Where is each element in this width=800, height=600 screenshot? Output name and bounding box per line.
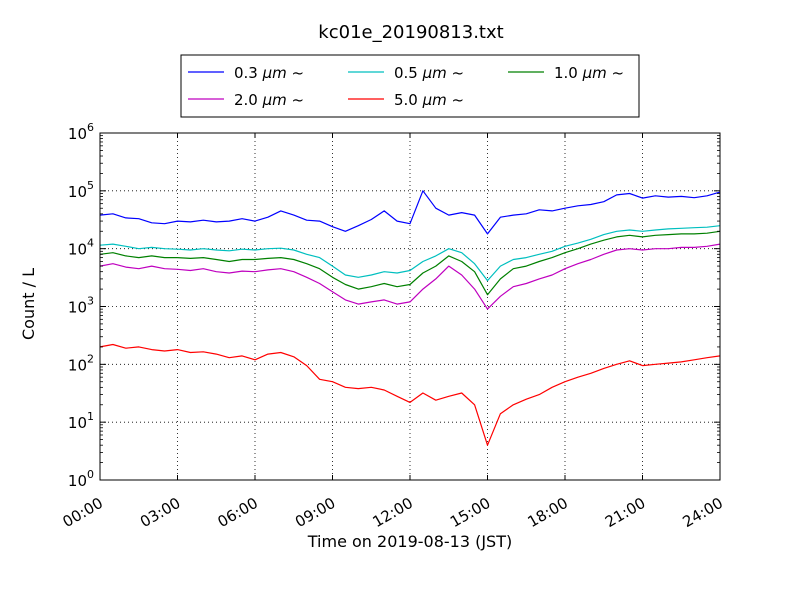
y-tick-label: 104 <box>68 237 94 259</box>
legend-box <box>180 54 640 118</box>
series-line-1 <box>99 190 721 235</box>
series-line-5 <box>99 343 721 446</box>
legend-label-2: 0.5 μm ~ <box>394 64 464 82</box>
x-tick-label: 03:00 <box>137 494 183 531</box>
legend: 0.3 μm ~ 0.5 μm ~ 1.0 μm ~ 2.0 μm ~ 5.0 μm ~ <box>180 54 640 118</box>
y-tick-label: 103 <box>68 295 94 317</box>
legend-label-4: 2.0 μm ~ <box>234 91 304 109</box>
x-tick-label: 24:00 <box>680 494 726 531</box>
x-tick-label: 15:00 <box>447 494 493 531</box>
series-lines <box>99 190 721 446</box>
series-line-3 <box>99 230 721 296</box>
legend-label-5: 5.0 μm ~ <box>394 91 464 109</box>
y-tick-label: 100 <box>68 468 94 490</box>
legend-label-3: 1.0 μm ~ <box>554 64 624 82</box>
y-tick-label: 101 <box>68 410 94 432</box>
y-tick-label: 106 <box>68 121 94 143</box>
x-tick-label: 21:00 <box>602 494 648 531</box>
x-tick-label: 12:00 <box>370 494 416 531</box>
y-tick-label: 105 <box>68 179 94 201</box>
x-tick-label: 00:00 <box>60 494 106 531</box>
y-tick-label: 102 <box>68 352 94 374</box>
series-line-4 <box>99 243 721 310</box>
x-axis-title: Time on 2019-08-13 (JST) <box>307 532 512 551</box>
chart-title: kc01e_20190813.txt <box>318 22 503 43</box>
y-axis-ticks: 100 101 102 103 104 105 106 <box>68 121 720 490</box>
x-tick-label: 09:00 <box>292 494 338 531</box>
x-tick-label: 18:00 <box>525 494 571 531</box>
legend-label-1: 0.3 μm ~ <box>234 64 304 82</box>
x-tick-label: 06:00 <box>215 494 261 531</box>
y-axis-title: Count / L <box>19 268 38 340</box>
series-line-2 <box>99 225 721 282</box>
